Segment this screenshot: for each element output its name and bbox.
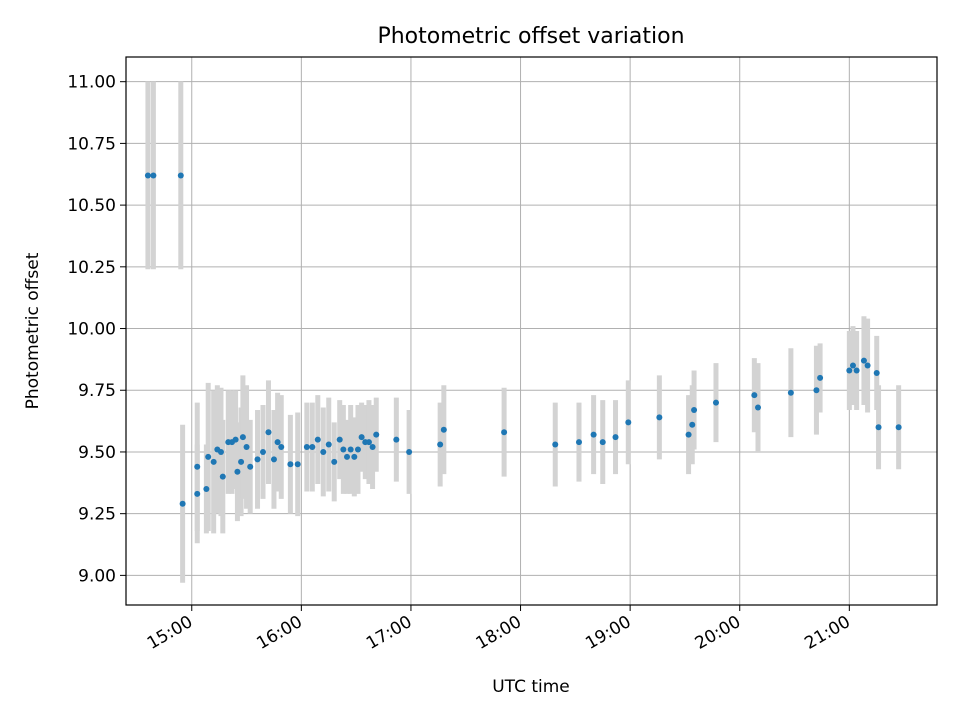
error-bars bbox=[145, 81, 902, 583]
y-tick-label: 10.50 bbox=[67, 196, 116, 216]
data-point bbox=[365, 439, 372, 446]
data-point bbox=[243, 444, 250, 451]
x-tick-label: 21:00 bbox=[801, 612, 853, 654]
data-point bbox=[150, 172, 157, 179]
data-point bbox=[552, 441, 559, 448]
data-point bbox=[331, 458, 338, 465]
x-tick-label: 16:00 bbox=[253, 612, 305, 654]
data-point bbox=[751, 392, 758, 399]
data-point bbox=[177, 172, 184, 179]
data-point bbox=[860, 357, 867, 364]
data-point bbox=[373, 431, 380, 438]
y-tick-label: 10.75 bbox=[67, 134, 116, 154]
grid-lines bbox=[126, 57, 937, 605]
data-point bbox=[278, 444, 285, 451]
data-point bbox=[247, 463, 254, 470]
y-tick-label: 11.00 bbox=[67, 73, 116, 93]
data-point bbox=[194, 490, 201, 497]
x-tick-label: 19:00 bbox=[582, 612, 634, 654]
y-tick-label: 10.25 bbox=[67, 258, 116, 278]
data-point bbox=[846, 367, 853, 374]
x-tick-label: 18:00 bbox=[473, 612, 525, 654]
data-point bbox=[219, 473, 226, 480]
data-point bbox=[853, 367, 860, 374]
data-point bbox=[875, 424, 882, 431]
data-point bbox=[314, 436, 321, 443]
data-point bbox=[336, 436, 343, 443]
x-tick-label: 17:00 bbox=[363, 612, 415, 654]
data-point bbox=[625, 419, 632, 426]
data-point bbox=[599, 439, 606, 446]
data-point bbox=[239, 434, 246, 441]
y-axis-label: Photometric offset bbox=[23, 252, 43, 409]
data-point bbox=[656, 414, 663, 421]
data-point bbox=[813, 387, 820, 394]
data-point bbox=[437, 441, 444, 448]
data-point bbox=[274, 439, 281, 446]
data-point bbox=[325, 441, 332, 448]
data-point bbox=[712, 399, 719, 406]
data-point bbox=[203, 485, 210, 492]
data-point bbox=[210, 458, 217, 465]
x-tick-label: 15:00 bbox=[144, 612, 196, 654]
data-point bbox=[287, 461, 294, 468]
data-point bbox=[205, 453, 212, 460]
data-point bbox=[440, 426, 447, 433]
data-point bbox=[612, 434, 619, 441]
data-point bbox=[320, 448, 327, 455]
data-point bbox=[232, 436, 239, 443]
data-point bbox=[344, 453, 351, 460]
data-point bbox=[347, 446, 354, 453]
data-point bbox=[369, 444, 376, 451]
data-point bbox=[575, 439, 582, 446]
data-point bbox=[265, 429, 272, 436]
data-point bbox=[259, 448, 266, 455]
data-point bbox=[590, 431, 597, 438]
y-axis-ticks: 9.00 9.25 9.50 9.75 10.00 10.25 10.50 10.75 11.0… bbox=[67, 73, 126, 586]
data-point bbox=[864, 362, 871, 369]
data-point bbox=[787, 389, 794, 396]
data-point bbox=[340, 446, 347, 453]
data-point bbox=[873, 369, 880, 376]
data-point bbox=[309, 444, 316, 451]
x-tick-label: 20:00 bbox=[692, 612, 744, 654]
data-point bbox=[238, 458, 245, 465]
data-point bbox=[691, 406, 698, 413]
data-point bbox=[817, 374, 824, 381]
x-axis-ticks: 15:00 16:00 17:00 18:00 19:00 20:00 21:00 bbox=[144, 605, 854, 654]
y-tick-label: 9.75 bbox=[78, 381, 116, 401]
data-point bbox=[754, 404, 761, 411]
y-tick-label: 10.00 bbox=[67, 320, 116, 340]
x-axis-label: UTC time bbox=[492, 677, 570, 697]
data-point bbox=[179, 500, 186, 507]
data-point bbox=[406, 448, 413, 455]
y-tick-label: 9.50 bbox=[78, 443, 116, 463]
data-point bbox=[294, 461, 301, 468]
data-point bbox=[501, 429, 508, 436]
plot-frame bbox=[125, 56, 938, 606]
data-point bbox=[234, 468, 241, 475]
data-point bbox=[354, 446, 361, 453]
data-point bbox=[254, 456, 261, 463]
data-point bbox=[194, 463, 201, 470]
data-point bbox=[303, 444, 310, 451]
data-point bbox=[358, 434, 365, 441]
y-tick-label: 9.00 bbox=[78, 566, 116, 586]
y-tick-label: 9.25 bbox=[78, 505, 116, 525]
data-point bbox=[393, 436, 400, 443]
data-point bbox=[144, 172, 151, 179]
data-points bbox=[144, 172, 902, 507]
data-point bbox=[849, 362, 856, 369]
data-point bbox=[217, 448, 224, 455]
data-point bbox=[689, 421, 696, 428]
chart-title: Photometric offset variation bbox=[377, 24, 684, 49]
data-point bbox=[895, 424, 902, 431]
data-point bbox=[270, 456, 277, 463]
data-point bbox=[685, 431, 692, 438]
data-point bbox=[351, 453, 358, 460]
